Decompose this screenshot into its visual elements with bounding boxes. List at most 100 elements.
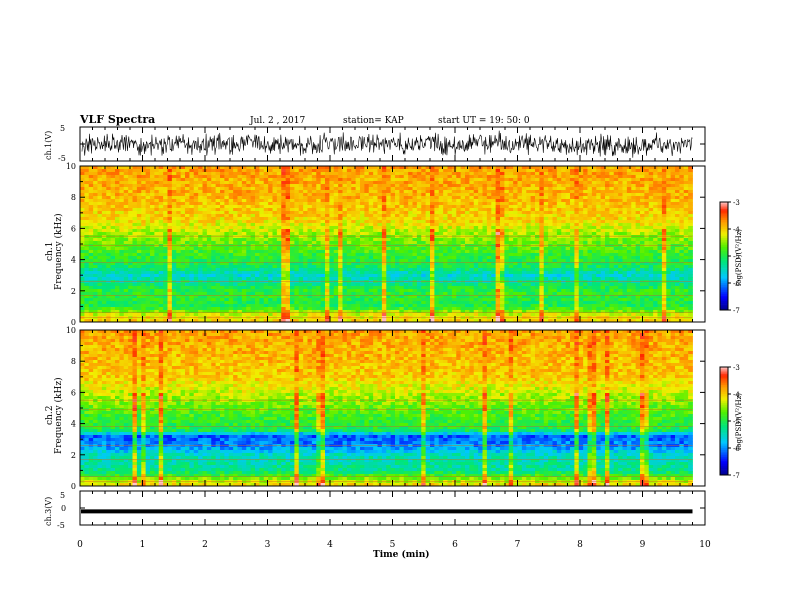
spectrogram-cell [342,250,348,254]
spectrogram-cell [123,220,129,224]
spectrogram-cell [198,256,203,260]
spectrogram-cell [80,208,85,212]
spectrogram-cell [220,175,225,179]
spectrogram-cell [360,271,365,275]
spectrogram-cell [224,178,230,182]
spectrogram-cell [338,262,343,266]
spectrogram-cell [237,214,243,218]
spectrogram-cell [338,196,343,200]
spectrogram-cell [215,247,221,251]
spectrogram-cell [373,199,378,203]
spectrogram-cell [653,202,658,206]
spectrogram-cell [351,271,357,275]
spectrogram-cell [526,262,532,266]
spectrogram-cell [653,172,658,176]
spectrogram-cell [154,265,160,269]
spectrogram-cell [329,169,335,173]
spectrogram-cell [115,193,120,197]
spectrogram-cell [434,178,440,182]
spectrogram-cell [377,220,383,224]
spectrogram-cell [163,181,168,185]
spectrogram-cell [311,178,317,182]
spectrogram-cell [613,256,619,260]
spectrogram-cell [150,223,155,227]
spectrogram-cell [307,196,313,200]
spectrogram-cell [447,253,453,257]
spectrogram-cell [346,250,352,254]
spectrogram-cell [224,187,230,191]
spectrogram-cell [154,193,160,197]
spectrogram-cell [123,184,129,188]
spectrogram-cell [93,178,98,182]
spectrogram-cell [193,238,199,242]
spectrogram-cell [653,196,658,200]
spectrogram-cell [644,184,650,188]
spectrogram-cell [224,184,230,188]
spectrogram-cell [307,175,313,179]
spectrogram-cell [683,262,689,266]
spectrogram-cell [530,196,536,200]
spectrogram-cell [211,247,217,251]
spectrogram-cell [307,172,313,176]
spectrogram-cell [666,256,672,260]
spectrogram-cell [661,178,667,182]
spectrogram-cell [268,169,273,173]
spectrogram-cell [530,190,536,194]
spectrogram-cell [430,214,435,218]
spectrogram-cell [635,199,641,203]
spectrogram-cell [508,208,514,212]
spectrogram-cell [281,199,287,203]
spectrogram-cell [136,217,142,221]
spectrogram-cell [447,178,453,182]
spectrogram-cell [408,259,413,263]
spectrogram-cell [504,202,510,206]
spectrogram-cell [526,196,532,200]
spectrogram-cell [626,169,632,173]
spectrogram-cell [298,208,304,212]
spectrogram-cell [482,214,488,218]
spectrogram-cell [136,211,142,215]
spectrogram-cell [618,217,623,221]
spectrogram-cell [648,187,654,191]
spectrogram-cell [675,196,680,200]
spectrogram-cell [110,256,116,260]
spectrogram-cell [421,199,427,203]
spectrogram-cell [688,208,693,212]
spectrogram-cell [482,169,488,173]
spectrogram-cell [132,268,138,272]
spectrogram-cell [648,268,654,272]
spectrogram-cell [250,190,256,194]
spectrogram-cell [434,187,440,191]
spectrogram-cell [390,208,396,212]
spectrogram-cell [373,190,378,194]
spectrogram-cell [456,205,462,209]
spectrogram-cell [290,223,295,227]
spectrogram-cell [386,229,392,233]
spectrogram-cell [259,178,265,182]
spectrogram-cell [360,193,365,197]
spectrogram-cell [320,214,326,218]
spectrogram-cell [543,268,549,272]
spectrogram-cell [565,247,571,251]
spectrogram-cell [613,265,619,269]
spectrogram-cell [587,205,593,209]
spectrogram-cell [491,205,497,209]
spectrogram-cell [276,208,282,212]
spectrogram-cell [185,265,190,269]
spectrogram-cell [609,190,615,194]
spectrogram-cell [609,238,615,242]
spectrogram-cell [206,271,212,275]
spectrogram-cell [596,202,602,206]
spectrogram-cell [303,193,308,197]
spectrogram-cell [591,175,597,179]
spectrogram-cell [591,184,597,188]
spectrogram-cell [325,175,330,179]
spectrogram-cell [661,184,667,188]
spectrogram-cell [215,190,221,194]
spectrogram-cell [246,184,252,188]
spectrogram-cell [320,265,326,269]
spectrogram-cell [316,181,322,185]
spectrogram-cell [552,190,558,194]
spectrogram-cell [399,187,405,191]
spectrogram-cell [228,187,234,191]
